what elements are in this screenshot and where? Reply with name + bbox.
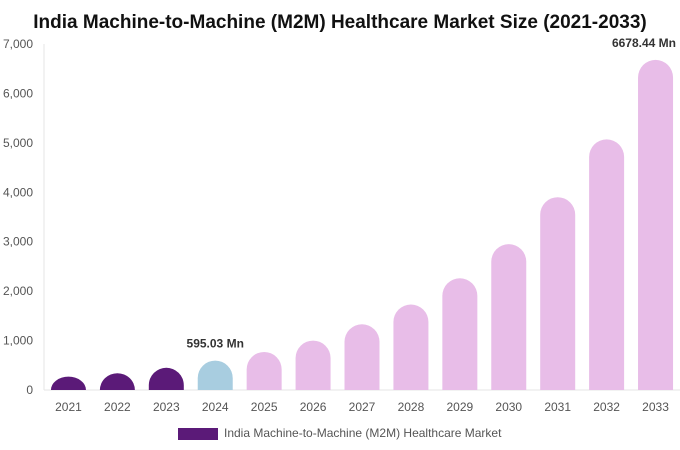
bars-group	[50, 59, 674, 390]
x-tick-label: 2030	[495, 400, 522, 414]
y-tick-label: 2,000	[3, 284, 33, 298]
bar-2030	[491, 244, 527, 390]
bar-2033	[638, 59, 674, 390]
legend: India Machine-to-Machine (M2M) Healthcar…	[178, 426, 502, 440]
data-label-2033: 6678.44 Mn	[612, 36, 676, 50]
x-tick-label: 2022	[104, 400, 131, 414]
legend-swatch	[178, 428, 218, 440]
x-tick-label: 2021	[55, 400, 82, 414]
y-tick-label: 0	[26, 383, 33, 397]
y-tick-label: 5,000	[3, 136, 33, 150]
bar-2032	[589, 139, 625, 390]
y-axis: 0 1,000 2,000 3,000 4,000 5,000 6,000 7,000	[3, 37, 33, 397]
x-tick-label: 2026	[300, 400, 327, 414]
y-tick-label: 4,000	[3, 185, 33, 199]
x-tick-label: 2024	[202, 400, 229, 414]
chart-title: India Machine-to-Machine (M2M) Healthcar…	[33, 12, 646, 33]
bar-2025	[246, 351, 282, 390]
bar-2022	[99, 373, 135, 390]
bar-2021	[50, 376, 86, 390]
bar-2027	[344, 324, 380, 390]
y-tick-label: 6,000	[3, 86, 33, 100]
legend-label: India Machine-to-Machine (M2M) Healthcar…	[224, 426, 502, 440]
bar-2024	[197, 360, 233, 390]
bar-2029	[442, 278, 478, 390]
x-tick-label: 2027	[349, 400, 376, 414]
data-label-2024: 595.03 Mn	[187, 337, 244, 351]
x-tick-label: 2033	[642, 400, 669, 414]
y-tick-label: 3,000	[3, 235, 33, 249]
y-tick-label: 1,000	[3, 334, 33, 348]
x-tick-label: 2029	[446, 400, 473, 414]
x-tick-label: 2031	[544, 400, 571, 414]
x-tick-label: 2028	[398, 400, 425, 414]
bar-2031	[540, 197, 576, 390]
x-axis: 2021 2022 2023 2024 2025 2026 2027 2028 2029 2030…	[55, 400, 669, 414]
y-tick-label: 7,000	[3, 37, 33, 51]
x-tick-label: 2023	[153, 400, 180, 414]
bar-2026	[295, 340, 331, 390]
data-labels: 595.03 Mn 6678.44 Mn	[187, 36, 676, 351]
x-tick-label: 2032	[593, 400, 620, 414]
bar-2023	[148, 367, 184, 390]
x-tick-label: 2025	[251, 400, 278, 414]
bar-2028	[393, 304, 429, 390]
